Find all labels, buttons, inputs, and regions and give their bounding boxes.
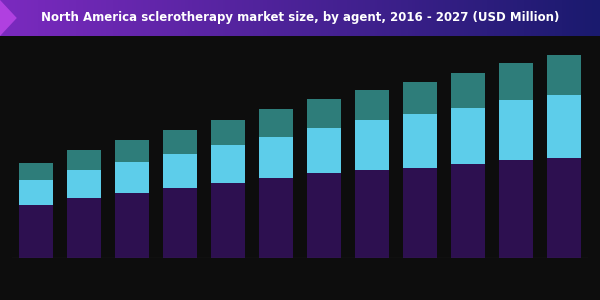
Bar [499,160,533,258]
Bar [547,55,581,95]
Bar [115,140,149,162]
Bar [163,188,197,258]
Bar [355,90,389,120]
Bar [451,164,485,258]
Bar [115,162,149,193]
Bar [499,63,533,100]
Bar [547,158,581,258]
Bar [259,136,293,178]
Bar [67,150,101,170]
Bar [115,193,149,258]
Bar [403,168,437,258]
Bar [211,145,245,183]
Bar [355,170,389,258]
Bar [499,100,533,160]
Bar [451,73,485,108]
Bar [163,154,197,188]
Bar [403,82,437,114]
Bar [355,120,389,170]
Bar [211,120,245,145]
Bar [547,95,581,158]
Bar [259,109,293,136]
Bar [403,114,437,168]
Bar [67,170,101,198]
Bar [307,128,341,173]
Bar [307,99,341,128]
Text: North America sclerotherapy market size, by agent, 2016 - 2027 (USD Million): North America sclerotherapy market size,… [41,11,559,25]
Bar [19,206,53,258]
Bar [19,163,53,180]
Bar [163,130,197,154]
Bar [259,178,293,258]
Bar [451,108,485,164]
Bar [19,180,53,206]
Polygon shape [0,0,17,36]
Bar [307,173,341,258]
Bar [67,198,101,258]
Bar [211,183,245,258]
